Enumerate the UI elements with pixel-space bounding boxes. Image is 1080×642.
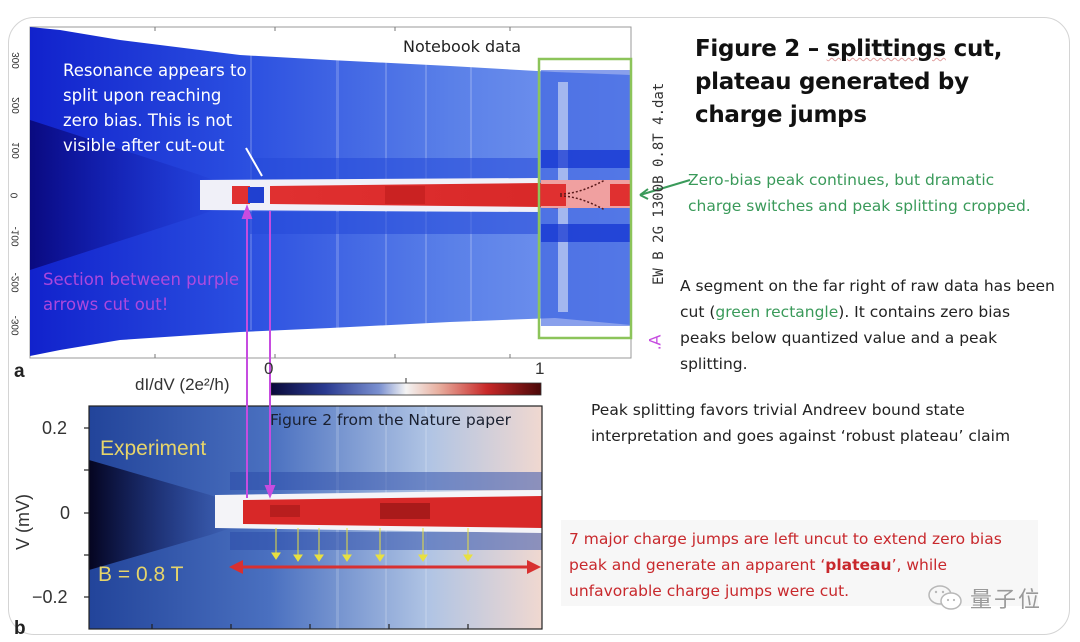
red-note-panel bbox=[561, 520, 1038, 606]
panel-letter-b: b bbox=[14, 618, 26, 634]
charge-jump-arrow bbox=[314, 554, 324, 562]
watermark-text: 量子位 bbox=[970, 588, 1043, 613]
top-y-tick: 300 bbox=[10, 52, 22, 69]
title-rest: cut, plateau generated by charge jumps bbox=[695, 36, 1003, 128]
colorbar-max-label: 1 bbox=[535, 359, 545, 378]
colorbar bbox=[270, 382, 542, 396]
top-y-tick: 200 bbox=[10, 97, 22, 114]
segment-note-text-end: ). It contains zero bias peaks below qua… bbox=[680, 303, 1011, 373]
top-heatmap-dark-region bbox=[30, 120, 240, 270]
title-prefix: Figure 2 – bbox=[695, 36, 827, 62]
bottom-y-tick: 0.2 bbox=[42, 418, 68, 438]
top-y-tick: -200 bbox=[10, 272, 22, 293]
cut-section-annotation: Section between purple arrows cut out! bbox=[43, 270, 240, 314]
top-y-axis: 300 200 100 0 -100 -200 -300 bbox=[8, 52, 28, 345]
segment-note-text: A segment on the far right of raw data h… bbox=[680, 277, 1055, 321]
wechat-icon bbox=[928, 585, 962, 610]
top-y-tick: 0 bbox=[9, 192, 21, 199]
field-label: B = 0.8 T bbox=[98, 563, 184, 586]
red-note-bold: plateau bbox=[825, 556, 892, 574]
top-peak-segment-left bbox=[232, 186, 250, 204]
bottom-plot-ticks bbox=[84, 427, 469, 629]
notebook-data-label: Notebook data bbox=[403, 37, 521, 56]
resonance-pointer-line bbox=[245, 147, 263, 177]
panel-letter-a: a bbox=[14, 361, 25, 382]
bottom-y-tick: 0 bbox=[60, 503, 71, 523]
title-underlined-word: splittings bbox=[826, 36, 947, 62]
watermark: 量子位 bbox=[926, 582, 1042, 614]
nature-figure-label: Figure 2 from the Nature paper bbox=[270, 411, 511, 429]
top-y-tick: 100 bbox=[10, 142, 22, 159]
segment-note-green-text: green rectangle bbox=[715, 303, 839, 321]
green-note: Zero-bias peak continues, but dramatic c… bbox=[688, 171, 1031, 215]
green-cut-rectangle bbox=[537, 57, 633, 340]
plateau-span-arrow bbox=[229, 560, 541, 574]
charge-jump-arrow bbox=[293, 554, 303, 562]
charge-jump-arrow bbox=[375, 554, 385, 562]
red-note: 7 major charge jumps are left uncut to e… bbox=[569, 526, 1029, 604]
top-y-tick: -300 bbox=[10, 315, 22, 336]
charge-jump-arrows bbox=[271, 528, 473, 562]
charge-jump-arrow bbox=[342, 554, 352, 562]
notebook-filename-label: EW B 2G 1300B 0.8T 4.dat bbox=[651, 82, 667, 285]
red-note-text-end: ’, while unfavorable charge jumps were c… bbox=[569, 556, 947, 600]
top-plot-ticks bbox=[154, 27, 511, 358]
red-note-text: 7 major charge jumps are left uncut to e… bbox=[569, 530, 1002, 574]
resonance-annotation: Resonance appears to split upon reaching… bbox=[63, 61, 247, 155]
top-y-tick: -100 bbox=[10, 226, 22, 247]
bottom-heatmap-dark-region bbox=[89, 460, 240, 570]
splitting-note: Peak splitting favors trivial Andreev bo… bbox=[591, 401, 1011, 445]
charge-jump-arrow bbox=[463, 554, 473, 562]
green-pointer-line bbox=[639, 179, 691, 196]
segment-note: A segment on the far right of raw data h… bbox=[680, 273, 1060, 377]
slide-title: Figure 2 – splittings cut, plateau gener… bbox=[695, 33, 1055, 132]
experiment-label: Experiment bbox=[100, 437, 207, 460]
purple-cut-markers bbox=[241, 204, 276, 499]
bottom-y-axis-label: V (mV) bbox=[13, 494, 33, 550]
charge-jump-arrow bbox=[418, 554, 428, 562]
charge-jump-arrow bbox=[271, 552, 281, 560]
bottom-y-tick: −0.2 bbox=[32, 587, 68, 607]
colorbar-min-label: 0 bbox=[264, 359, 274, 378]
colorbar-label: dI/dV (2e²/h) bbox=[135, 375, 230, 394]
side-mark: A. bbox=[645, 334, 665, 351]
